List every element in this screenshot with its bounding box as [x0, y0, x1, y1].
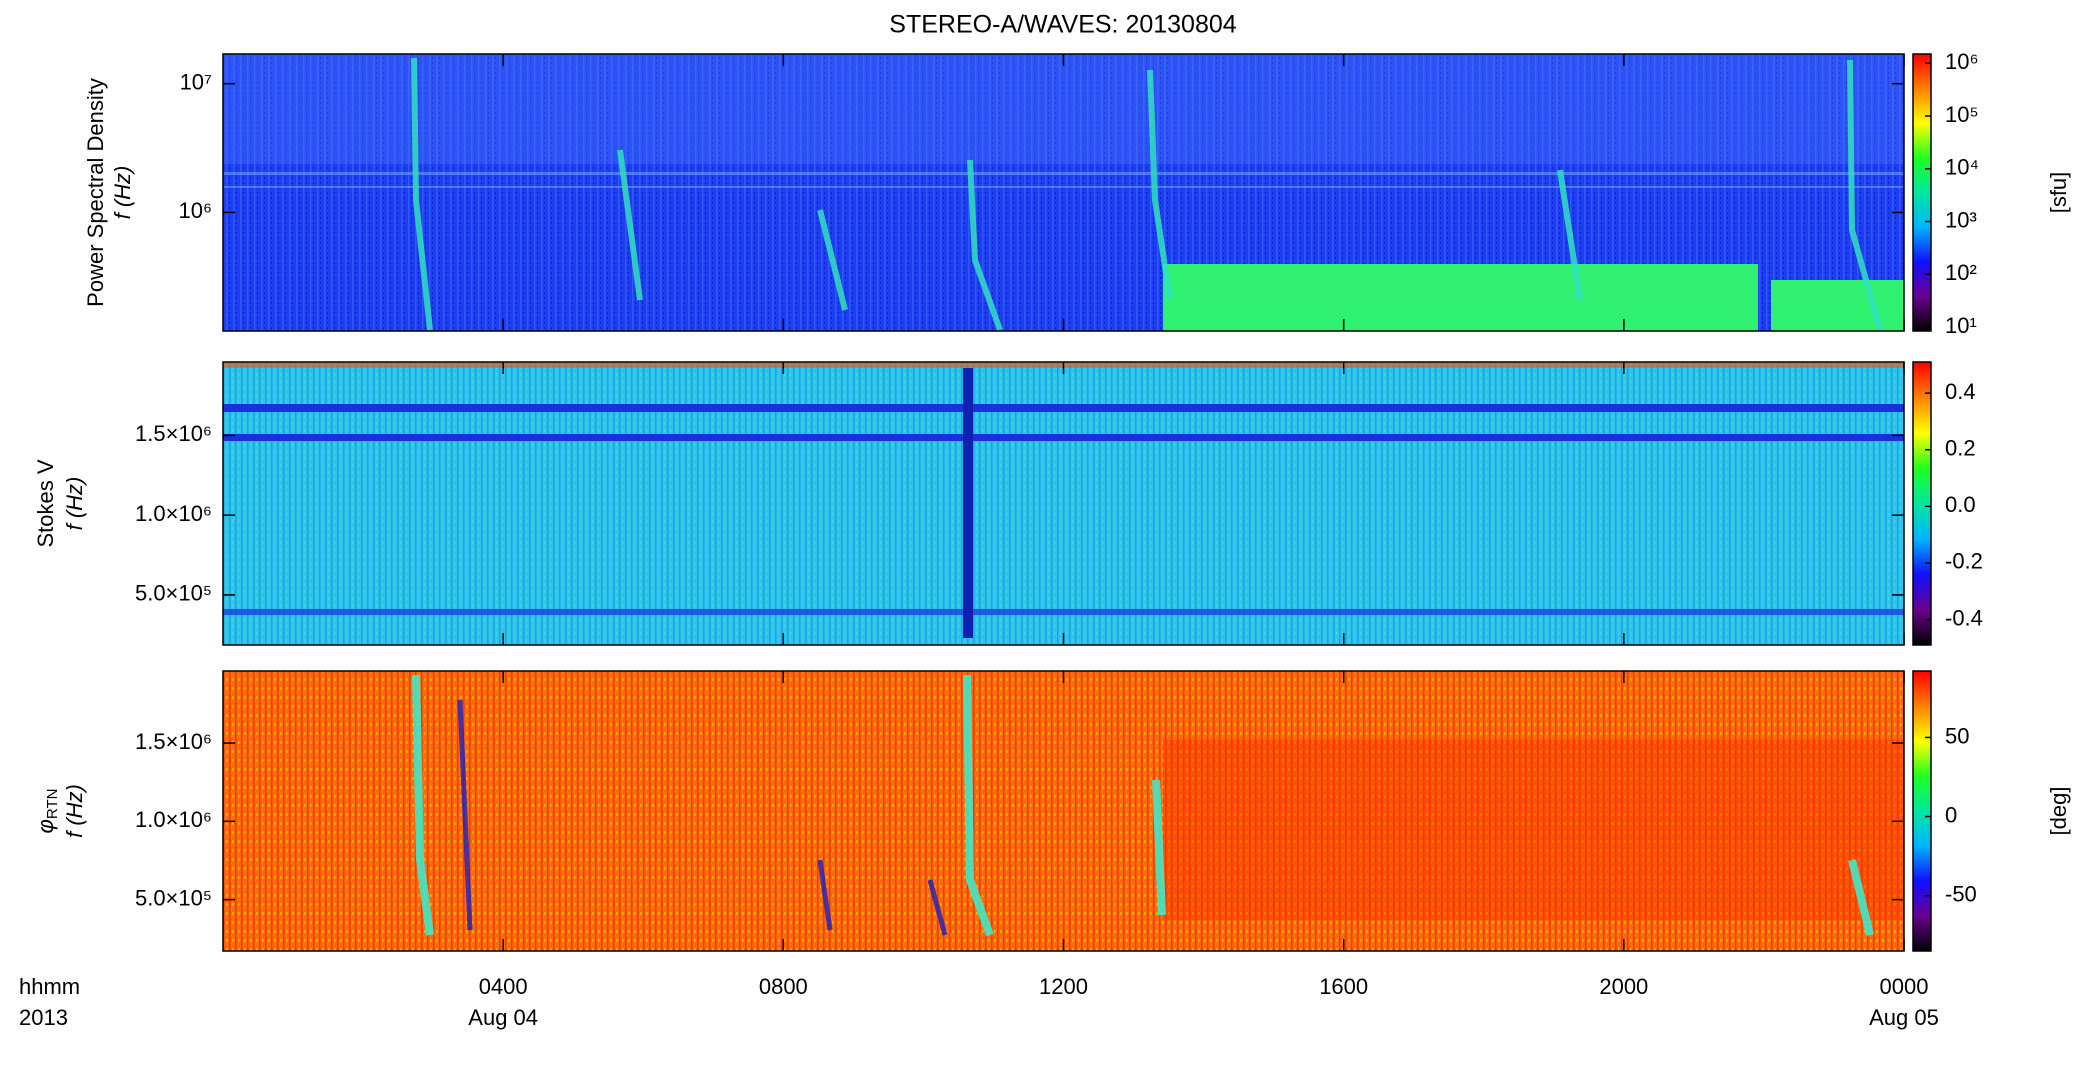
y-tick-label: 1.0×10⁶ [135, 501, 212, 526]
colorbar-tick-label: 0.0 [1945, 492, 1976, 517]
colorbar-tick-label: -50 [1945, 881, 1977, 906]
x-tick-label: 0800 [759, 974, 808, 999]
colorbar-tick-label: 50 [1945, 723, 1969, 748]
y-axis-label: f (Hz) [62, 784, 87, 838]
colorbar [1912, 53, 1932, 332]
colorbar [1912, 361, 1932, 646]
y-axis-label: Stokes V [33, 459, 58, 547]
colorbar-label: [sfu] [2046, 172, 2071, 214]
colorbar-tick-label: 10² [1945, 260, 1977, 285]
colorbar-tick-label: 10⁶ [1945, 49, 1979, 74]
y-axis-label: f (Hz) [62, 477, 87, 531]
colorbar-tick-label: 0 [1945, 802, 1957, 827]
colorbar-tick-label: -0.2 [1945, 549, 1983, 574]
colorbar-tick-label: 0.4 [1945, 379, 1976, 404]
y-tick-label: 10⁶ [178, 198, 212, 223]
colorbar-tick-label: 10⁵ [1945, 102, 1979, 127]
x-tick-label: 2000 [1599, 974, 1648, 999]
x-tick-label: 0000 [1880, 974, 1929, 999]
y-tick-label: 5.0×10⁵ [135, 581, 212, 606]
spectrogram-1 [223, 54, 1904, 332]
colorbar-tick-label: 0.2 [1945, 436, 1976, 461]
colorbar-tick-label: 10⁴ [1945, 155, 1979, 180]
y-axis-subscript: RTN [44, 789, 61, 820]
chart-title: STEREO-A/WAVES: 20130804 [889, 11, 1236, 39]
y-tick-label: 1.5×10⁶ [135, 729, 212, 754]
y-axis-label: φRTN [33, 789, 61, 834]
spectrogram-3 [223, 671, 1904, 951]
x-date-label: Aug 04 [468, 1005, 538, 1030]
y-axis-label: f (Hz) [110, 166, 135, 220]
x-tick-label: 1600 [1319, 974, 1368, 999]
y-axis-symbol: φ [33, 819, 58, 833]
x-tick-label: 1200 [1039, 974, 1088, 999]
colorbar-tick-label: 10³ [1945, 207, 1977, 232]
y-tick-label: 1.5×10⁶ [135, 421, 212, 446]
x-axis-label: hhmm [19, 974, 80, 999]
colorbar-tick-label: -0.4 [1945, 605, 1983, 630]
x-tick-label: 0400 [479, 974, 528, 999]
colorbar-label: [deg] [2046, 787, 2071, 836]
colorbar-tick-label: 10¹ [1945, 313, 1977, 338]
spectrogram-2 [223, 362, 1904, 645]
y-tick-label: 1.0×10⁶ [135, 807, 212, 832]
y-axis-label: Power Spectral Density [83, 78, 108, 307]
x-date-label: Aug 05 [1869, 1005, 1939, 1030]
colorbar [1912, 670, 1932, 952]
x-year-label: 2013 [19, 1005, 68, 1030]
y-tick-label: 10⁷ [180, 69, 212, 94]
y-tick-label: 5.0×10⁵ [135, 885, 212, 910]
